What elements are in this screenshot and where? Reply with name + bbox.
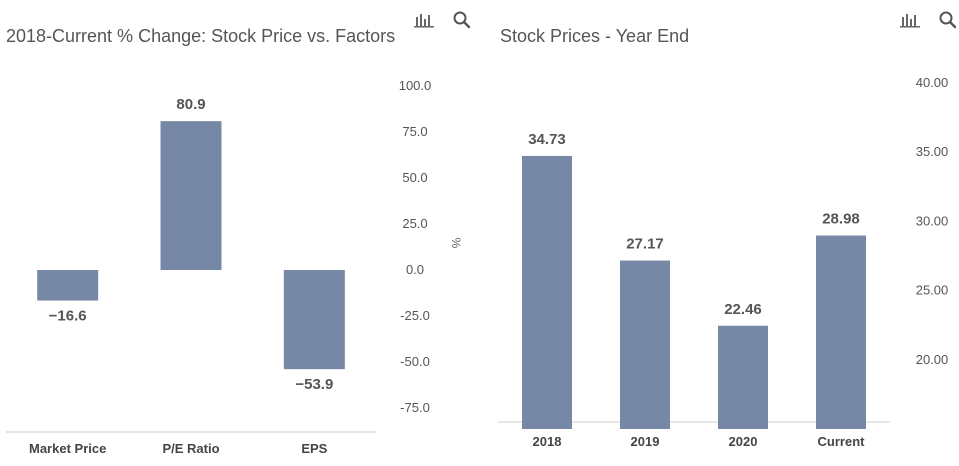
data-label: 22.46 <box>724 301 762 318</box>
chart-price-vs-factors: 100.0 75.0 50.0 25.0 0.0 -25.0 -50.0 -75.0% −16.… <box>6 78 463 456</box>
y-tick-label: 35.00 <box>916 144 949 159</box>
chart-title: Stock Prices - Year End <box>500 26 690 46</box>
x-tick-label: 2018 <box>533 434 562 449</box>
bar-chart-icon[interactable] <box>898 9 922 31</box>
x-tick-label: EPS <box>301 441 327 456</box>
x-tick-label: 2019 <box>631 434 660 449</box>
data-label: 80.9 <box>176 96 205 113</box>
chart-toolbar <box>412 9 474 31</box>
bar <box>816 235 866 429</box>
bar <box>718 325 768 429</box>
y-tick-label: 0.0 <box>406 262 424 277</box>
chart-stock-prices: 40.00 35.00 30.00 25.00 20.00 34.73 2018 27.17 2… <box>498 75 949 449</box>
data-label: −16.6 <box>49 308 87 325</box>
chart-panel-price-vs-factors: 100.0 75.0 50.0 25.0 0.0 -25.0 -50.0 -75.0% −16.… <box>6 9 474 456</box>
bar <box>620 260 670 429</box>
y-tick-label: -50.0 <box>400 354 430 369</box>
bar <box>37 270 99 301</box>
data-label: 28.98 <box>822 211 860 228</box>
search-icon[interactable] <box>936 9 959 31</box>
bar <box>160 121 222 270</box>
y-tick-label: -75.0 <box>400 400 430 415</box>
data-label: −53.9 <box>295 376 333 393</box>
bar <box>522 155 572 429</box>
y-tick-label: 40.00 <box>916 75 949 90</box>
y-tick-label: 50.0 <box>402 170 427 185</box>
y-tick-label: 25.00 <box>916 283 949 298</box>
y-tick-label: 25.0 <box>402 216 427 231</box>
x-tick-label: 2020 <box>729 434 758 449</box>
x-tick-label: Market Price <box>29 441 106 456</box>
data-label: 34.73 <box>528 131 566 148</box>
x-tick-label: P/E Ratio <box>162 441 219 456</box>
bar <box>283 270 345 370</box>
chart-panel-stock-prices: 40.00 35.00 30.00 25.00 20.00 34.73 2018 27.17 2… <box>480 0 959 466</box>
data-label: 27.17 <box>626 236 664 253</box>
y-axis-title: % <box>449 238 463 249</box>
search-icon[interactable] <box>450 9 474 31</box>
y-tick-label: 75.0 <box>402 124 427 139</box>
y-tick-label: -25.0 <box>400 308 430 323</box>
x-tick-label: Current <box>818 434 866 449</box>
chart-title: 2018-Current % Change: Stock Price vs. F… <box>6 26 396 46</box>
chart-toolbar <box>898 9 959 31</box>
bar-chart-icon[interactable] <box>412 9 436 31</box>
y-tick-label: 30.00 <box>916 213 949 228</box>
y-tick-label: 20.00 <box>916 352 949 367</box>
y-tick-label: 100.0 <box>399 78 432 93</box>
